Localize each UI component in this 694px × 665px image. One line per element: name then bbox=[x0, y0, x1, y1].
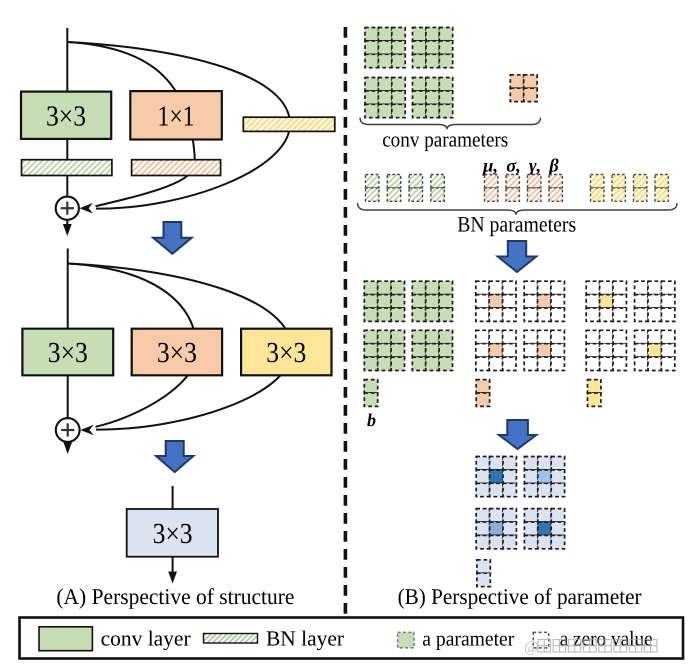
svg-text:3×3: 3×3 bbox=[157, 337, 197, 369]
svg-text:BN parameters: BN parameters bbox=[457, 212, 576, 237]
svg-text:b: b bbox=[367, 410, 376, 430]
svg-text:a parameter: a parameter bbox=[422, 627, 514, 651]
svg-text:@: @ bbox=[524, 639, 539, 656]
svg-text:conv layer: conv layer bbox=[101, 627, 191, 651]
svg-text:3×3: 3×3 bbox=[266, 337, 306, 369]
svg-text:β: β bbox=[548, 157, 559, 177]
svg-text:a zero value: a zero value bbox=[560, 627, 653, 651]
svg-text:3×3: 3×3 bbox=[153, 518, 193, 550]
svg-text:γ,: γ, bbox=[529, 157, 541, 177]
svg-text:3×3: 3×3 bbox=[48, 337, 88, 369]
svg-text:(A) Perspective of structure: (A) Perspective of structure bbox=[56, 584, 294, 609]
svg-text:conv parameters: conv parameters bbox=[382, 128, 508, 152]
svg-text:BN layer: BN layer bbox=[266, 627, 344, 651]
svg-text:σ,: σ, bbox=[506, 157, 521, 177]
svg-text:μ,: μ, bbox=[482, 157, 498, 177]
svg-text:3×3: 3×3 bbox=[46, 100, 86, 132]
svg-text:(B) Perspective of parameter: (B) Perspective of parameter bbox=[398, 584, 642, 609]
svg-text:1×1: 1×1 bbox=[158, 100, 195, 132]
